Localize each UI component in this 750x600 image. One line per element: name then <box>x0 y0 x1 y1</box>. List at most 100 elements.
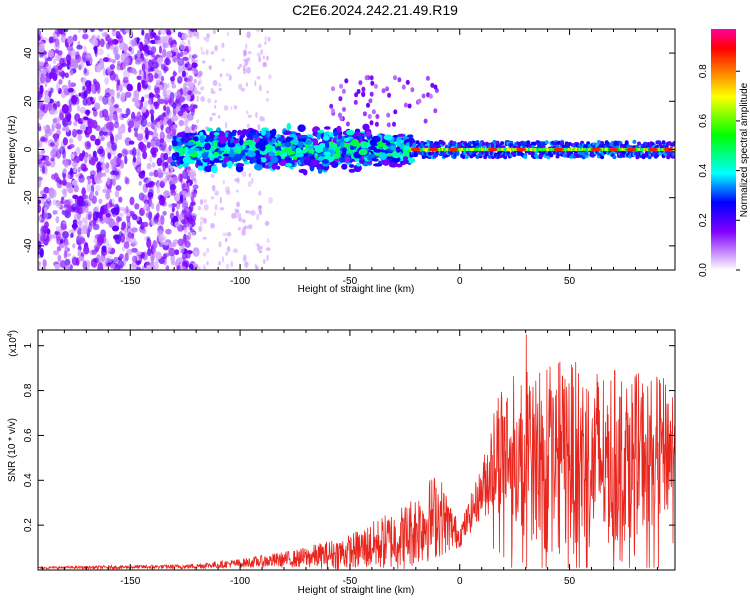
heatmap-cell <box>225 73 230 77</box>
colorbar-tick-label: 0.8 <box>698 64 709 78</box>
x-tick-label: 0 <box>457 576 463 587</box>
heatmap-cell <box>106 152 112 159</box>
heatmap-cell <box>155 121 161 129</box>
heatmap-cell <box>258 56 262 63</box>
heatmap-cell <box>111 59 116 64</box>
heatmap-cell <box>97 262 103 270</box>
heatmap-cell <box>206 127 213 132</box>
heatmap-cell <box>118 212 124 217</box>
heatmap-cell <box>358 148 368 156</box>
heatmap-cell <box>192 184 199 190</box>
heatmap-cell <box>171 114 179 122</box>
x-tick-label: -50 <box>343 576 358 587</box>
heatmap-cell <box>185 210 191 218</box>
heatmap-cell <box>115 185 122 192</box>
top-y-axis-label: Frequency (Hz) <box>7 116 18 185</box>
heatmap-cell <box>156 230 164 239</box>
heatmap-cell <box>417 150 422 155</box>
heatmap-cell <box>95 185 101 192</box>
heatmap-cell <box>405 79 410 85</box>
colorbar <box>711 29 736 270</box>
heatmap-cell <box>147 84 151 91</box>
heatmap-cell <box>249 210 254 215</box>
heatmap-cell <box>38 161 45 169</box>
heatmap-cell <box>295 147 302 154</box>
heatmap-cell <box>387 92 392 98</box>
heatmap-cell <box>323 126 331 130</box>
heatmap-cell <box>214 104 217 109</box>
heatmap-cell <box>182 56 189 61</box>
heatmap-cell <box>375 114 380 119</box>
heatmap-cell <box>75 51 80 60</box>
heatmap-hotspot <box>448 147 459 152</box>
heatmap-cell <box>343 137 350 142</box>
heatmap-cell <box>151 46 157 54</box>
heatmap-cell <box>183 117 189 125</box>
heatmap-cell <box>172 70 177 78</box>
heatmap-cell <box>71 52 76 60</box>
heatmap-cell <box>141 221 149 228</box>
heatmap-cell <box>236 163 245 167</box>
heatmap-cell <box>38 29 42 36</box>
chart-title: C2E6.2024.242.21.49.R19 <box>292 2 458 18</box>
heatmap-cell <box>297 124 306 132</box>
heatmap-cell <box>530 151 535 156</box>
heatmap-cell <box>52 73 58 81</box>
heatmap-cell <box>113 121 119 129</box>
heatmap-cell <box>365 130 372 137</box>
heatmap-cell <box>78 219 82 228</box>
heatmap-cell <box>254 80 257 87</box>
heatmap-cell <box>74 196 79 205</box>
x-tick-label: 50 <box>564 576 576 587</box>
heatmap-cell <box>63 160 69 168</box>
heatmap-cell <box>97 234 105 245</box>
heatmap-cell <box>210 87 214 95</box>
heatmap-cell <box>78 255 85 262</box>
scale-base: (x10 <box>8 337 19 357</box>
heatmap-cell <box>69 69 74 76</box>
heatmap-cell <box>563 144 568 149</box>
heatmap-cell <box>174 194 180 202</box>
heatmap-cell <box>178 96 186 103</box>
heatmap-cell <box>266 247 271 251</box>
heatmap-cell <box>356 132 365 137</box>
heatmap-cell <box>228 131 237 137</box>
heatmap-cell <box>236 189 239 193</box>
heatmap-cell <box>121 246 126 252</box>
heatmap-cell <box>43 54 48 60</box>
heatmap-cell <box>154 87 161 96</box>
heatmap-cell <box>73 120 78 127</box>
y-tick-label: -40 <box>23 238 34 253</box>
heatmap-cell <box>76 44 83 50</box>
heatmap-hotspot <box>648 147 658 152</box>
heatmap-cell <box>141 170 146 176</box>
heatmap-cell <box>125 108 131 116</box>
heatmap-cell <box>66 45 74 52</box>
heatmap-cell <box>65 241 70 246</box>
heatmap-cell <box>275 150 283 157</box>
heatmap-cell <box>76 104 81 112</box>
heatmap-cell <box>257 43 262 48</box>
heatmap-cell <box>385 86 390 92</box>
heatmap-cell <box>211 112 216 116</box>
heatmap-cell <box>335 139 341 143</box>
heatmap-cell <box>54 133 58 143</box>
heatmap-cell <box>190 231 196 236</box>
heatmap-cell <box>188 33 193 38</box>
heatmap-cell <box>38 35 41 41</box>
heatmap-cell <box>179 159 184 165</box>
heatmap-cell <box>187 64 192 68</box>
heatmap-cell <box>184 63 189 68</box>
heatmap-cell <box>130 266 137 270</box>
heatmap-cell <box>79 237 86 244</box>
heatmap-cell <box>77 29 82 33</box>
y-tick-label: 0.6 <box>23 428 34 442</box>
heatmap-cell <box>145 75 149 82</box>
heatmap-cell <box>165 171 173 178</box>
heatmap-cell <box>154 93 161 99</box>
heatmap-cell <box>268 73 272 80</box>
heatmap-cell <box>268 196 273 204</box>
heatmap-cell <box>189 29 196 32</box>
heatmap-cell <box>267 36 271 42</box>
heatmap-cell <box>72 221 77 231</box>
